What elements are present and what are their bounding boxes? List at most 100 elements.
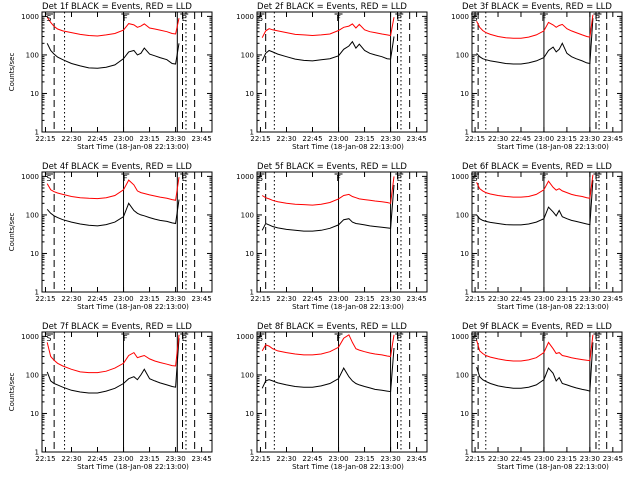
- chart-title: Det 1f BLACK = Events, RED = LLD: [42, 2, 192, 12]
- y-tick-label: 1000: [236, 173, 254, 181]
- marker-label: S: [473, 14, 478, 23]
- y-tick-label: 100: [456, 211, 469, 219]
- marker-label: F: [123, 334, 128, 343]
- plot-frame: [256, 11, 428, 133]
- marker-label: S: [258, 334, 263, 343]
- x-tick-label: 22:15: [465, 295, 485, 303]
- x-tick-label: 23:15: [557, 455, 577, 463]
- marker-label: E: [595, 14, 600, 23]
- lld-series-line: [261, 334, 395, 358]
- y-tick-label: 10: [460, 410, 469, 418]
- marker-label: E: [397, 174, 402, 183]
- x-tick-label: 22:30: [276, 135, 296, 143]
- y-tick-label: 1000: [451, 13, 469, 21]
- x-tick-label: 22:15: [250, 295, 270, 303]
- y-tick-label: 1: [35, 449, 39, 457]
- marker-label: F: [123, 14, 128, 23]
- x-axis-label: Start Time (18-Jan-08 22:13:00): [497, 303, 609, 311]
- marker-label: E: [595, 174, 600, 183]
- events-series-line: [46, 338, 180, 394]
- lld-series-line: [261, 17, 395, 38]
- y-tick-label: 1: [250, 449, 254, 457]
- x-tick-label: 23:30: [380, 135, 400, 143]
- chart-panel: Det 6f BLACK = Events, RED = LLD 1 10 100 10…: [451, 162, 623, 311]
- x-axis-label: Start Time (18-Jan-08 22:13:00): [292, 463, 404, 471]
- events-series-line: [261, 184, 395, 232]
- marker-label: S: [258, 14, 263, 23]
- chart-title: Det 7f BLACK = Events, RED = LLD: [42, 322, 192, 332]
- marker-label: E: [182, 174, 187, 183]
- lld-series-line: [476, 334, 594, 362]
- chart-panel: Det 1f BLACK = Events, RED = LLD 1 10 100 10…: [8, 2, 213, 151]
- marker-label: S: [258, 174, 263, 183]
- events-series-line: [46, 199, 180, 227]
- y-tick-label: 10: [245, 250, 254, 258]
- y-tick-label: 10: [460, 250, 469, 258]
- plot-frame: [41, 331, 213, 453]
- marker-label: E: [397, 334, 402, 343]
- x-tick-label: 22:15: [35, 455, 55, 463]
- marker-label: S: [473, 334, 478, 343]
- x-tick-label: 23:45: [406, 295, 426, 303]
- plot-frame: [256, 171, 428, 293]
- marker-label: S: [473, 174, 478, 183]
- marker-label: S: [46, 334, 51, 343]
- y-tick-label: 1: [250, 129, 254, 137]
- x-tick-label: 23:00: [534, 135, 554, 143]
- x-tick-label: 23:30: [580, 455, 600, 463]
- y-tick-label: 1000: [21, 173, 39, 181]
- x-tick-label: 23:15: [354, 135, 374, 143]
- chart-panel: Det 4f BLACK = Events, RED = LLD 1 10 100 10…: [8, 162, 213, 311]
- x-tick-label: 23:45: [406, 135, 426, 143]
- x-tick-label: 23:30: [580, 295, 600, 303]
- events-series-line: [476, 18, 594, 65]
- x-tick-label: 23:30: [165, 135, 185, 143]
- x-tick-label: 22:45: [87, 295, 107, 303]
- x-tick-label: 22:30: [276, 455, 296, 463]
- lld-series-line: [46, 334, 180, 374]
- y-tick-label: 100: [241, 211, 254, 219]
- marker-label: E: [182, 14, 187, 23]
- x-tick-label: 23:15: [354, 455, 374, 463]
- x-tick-label: 22:30: [61, 455, 81, 463]
- plot-frame: [256, 331, 428, 453]
- x-tick-label: 23:30: [380, 455, 400, 463]
- y-tick-label: 10: [245, 90, 254, 98]
- x-axis-label: Start Time (18-Jan-08 22:13:00): [497, 463, 609, 471]
- y-axis-label: Counts/sec: [8, 53, 16, 92]
- x-tick-label: 22:45: [302, 455, 322, 463]
- x-tick-label: 23:00: [113, 135, 133, 143]
- x-tick-label: 23:15: [557, 135, 577, 143]
- x-tick-label: 23:30: [380, 295, 400, 303]
- chart-title: Det 9f BLACK = Events, RED = LLD: [462, 322, 612, 332]
- x-tick-label: 22:30: [488, 295, 508, 303]
- x-tick-label: 22:45: [87, 455, 107, 463]
- x-tick-label: 22:15: [35, 135, 55, 143]
- x-tick-label: 23:45: [406, 455, 426, 463]
- y-tick-label: 1: [250, 289, 254, 297]
- y-tick-label: 1000: [236, 13, 254, 21]
- x-tick-label: 22:15: [250, 455, 270, 463]
- x-tick-label: 22:30: [61, 295, 81, 303]
- events-series-line: [476, 342, 594, 392]
- chart-title: Det 4f BLACK = Events, RED = LLD: [42, 162, 192, 172]
- plot-frame: [471, 11, 623, 133]
- x-axis-label: Start Time (18-Jan-08 22:13:00): [292, 143, 404, 151]
- marker-label: F: [542, 14, 547, 23]
- x-tick-label: 23:45: [603, 455, 623, 463]
- x-tick-label: 23:00: [328, 295, 348, 303]
- x-tick-label: 23:30: [580, 135, 600, 143]
- x-tick-label: 23:00: [328, 135, 348, 143]
- x-tick-label: 22:15: [465, 455, 485, 463]
- y-tick-label: 10: [30, 410, 39, 418]
- chart-panel: Det 9f BLACK = Events, RED = LLD 1 10 100 10…: [451, 322, 623, 471]
- y-tick-label: 100: [26, 211, 39, 219]
- y-tick-label: 10: [30, 250, 39, 258]
- x-tick-label: 23:15: [354, 295, 374, 303]
- marker-label: F: [542, 174, 547, 183]
- x-axis-label: Start Time (18-Jan-08 22:13:00): [292, 303, 404, 311]
- chart-panel: Det 5f BLACK = Events, RED = LLD 1 10 100 10…: [236, 162, 428, 311]
- plot-frame: [41, 171, 213, 293]
- marker-label: S: [46, 14, 51, 23]
